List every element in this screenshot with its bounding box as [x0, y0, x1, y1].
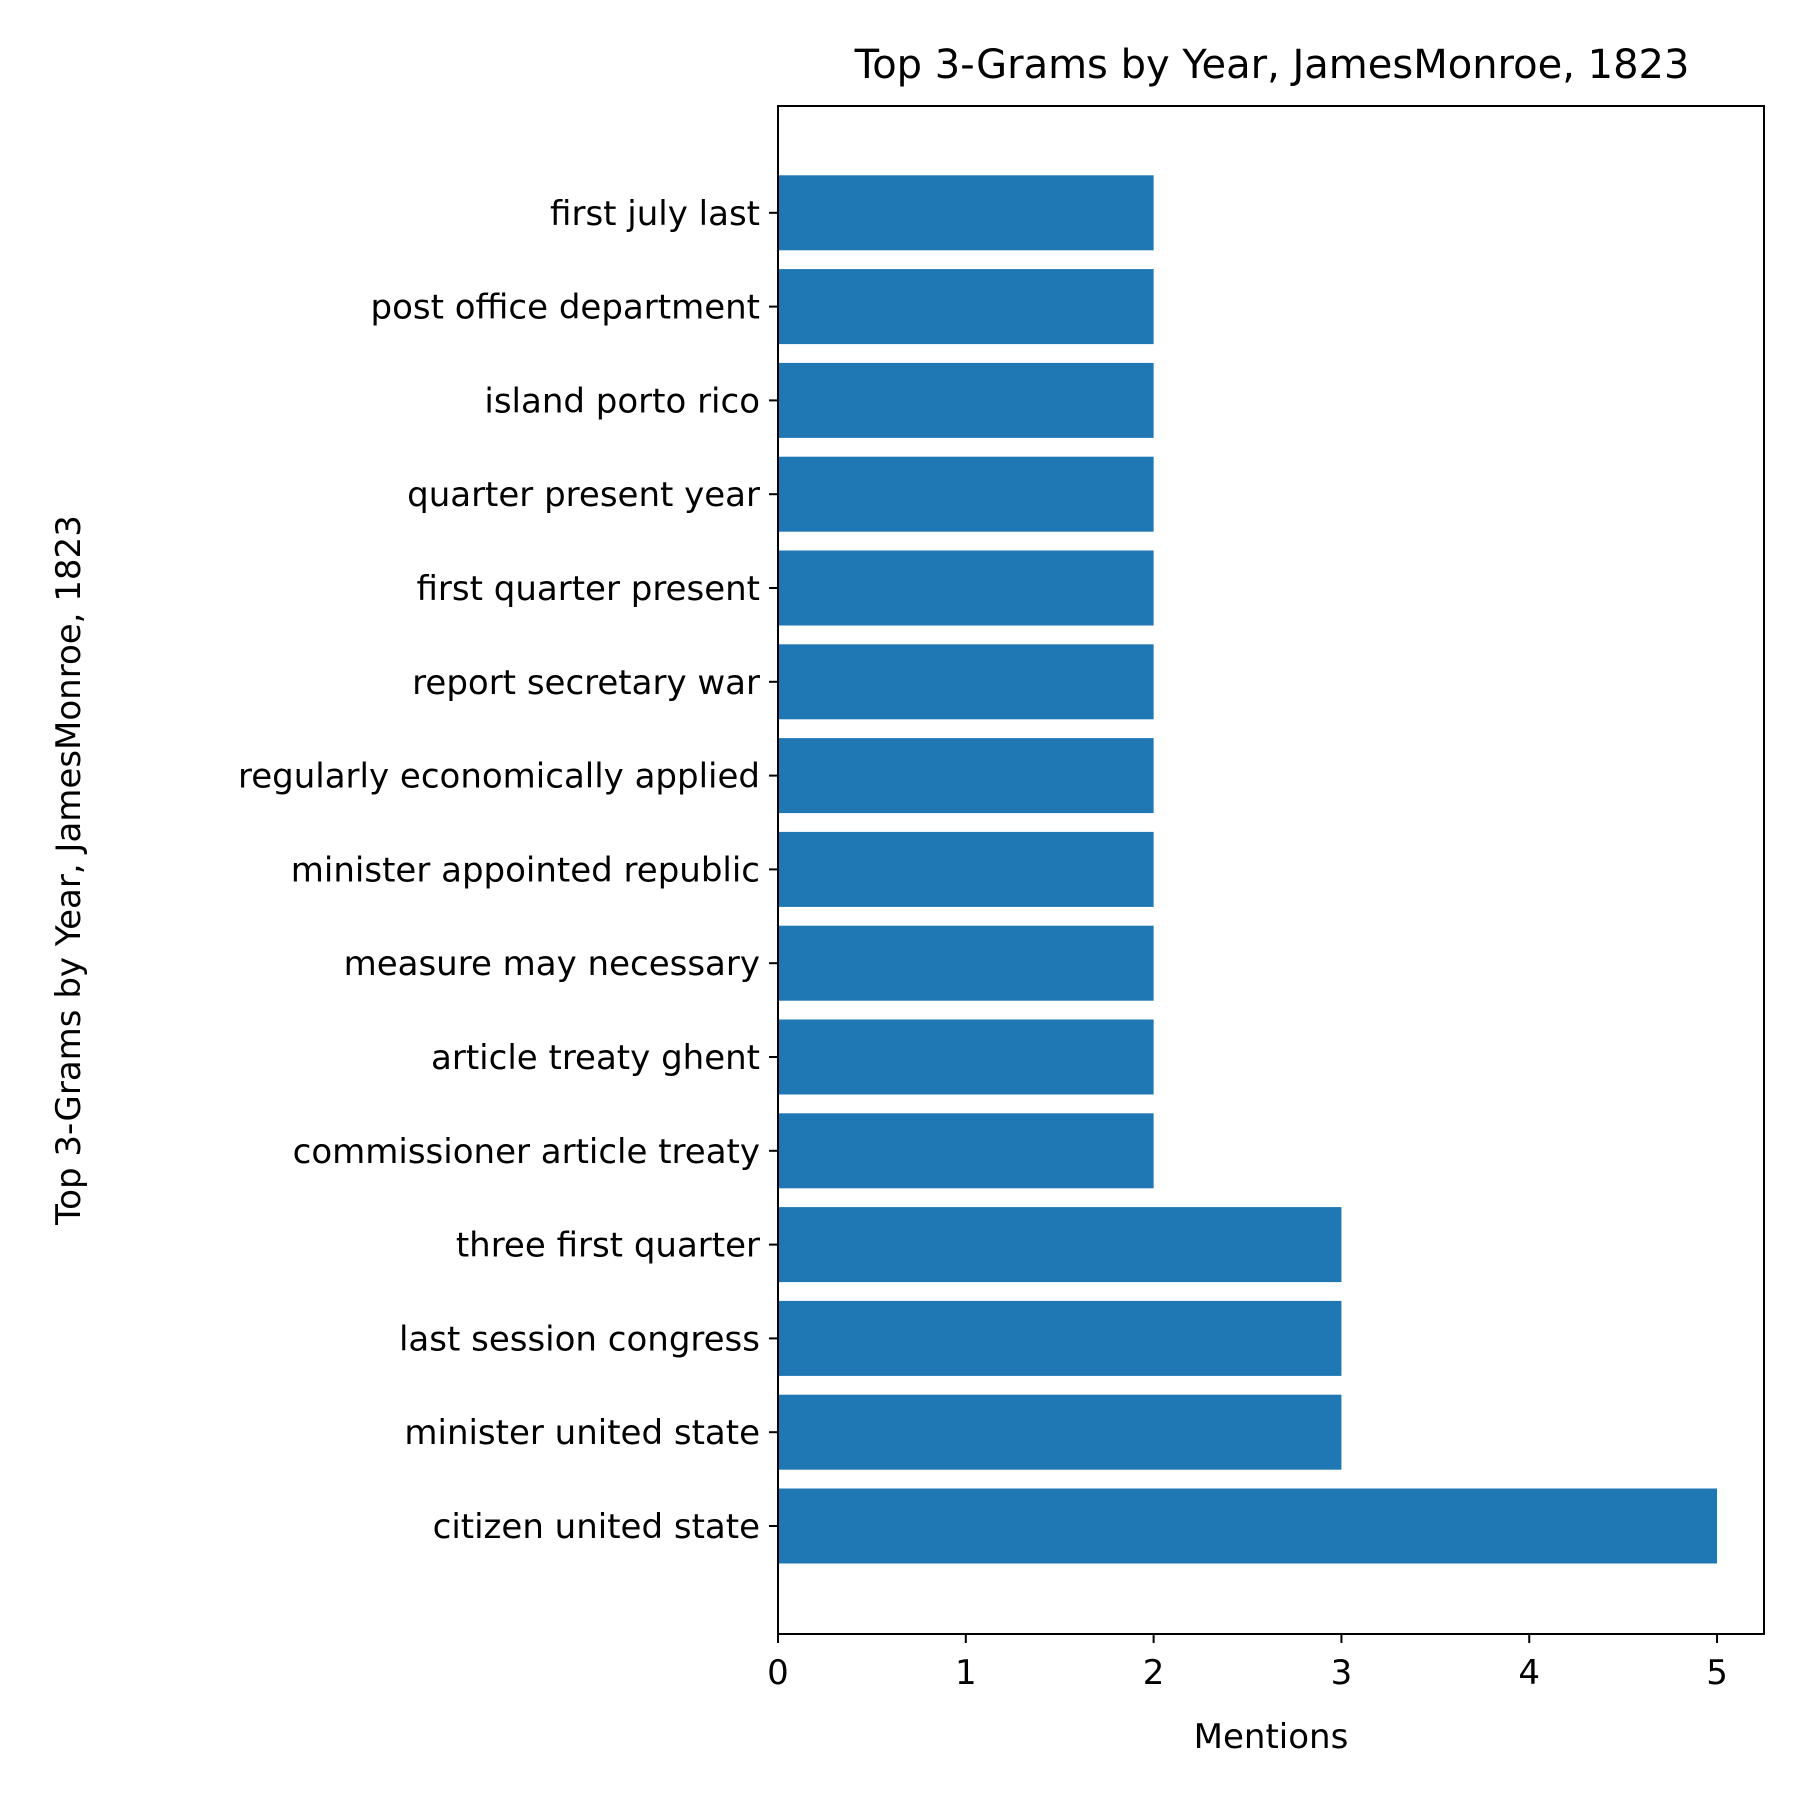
y-tick-label: regularly economically applied: [238, 757, 760, 797]
bar: [778, 925, 1154, 1001]
y-tick-label: report secretary war: [412, 663, 760, 703]
bar: [778, 362, 1154, 438]
y-tick-label: island porto rico: [484, 381, 760, 421]
y-tick-label: article treaty ghent: [431, 1038, 760, 1078]
x-tick-label: 2: [1143, 1653, 1165, 1693]
y-axis-label: Top 3-Grams by Year, JamesMonroe, 1823: [49, 515, 89, 1226]
bars-group: [778, 175, 1718, 1564]
y-tick-label: last session congress: [399, 1319, 760, 1359]
y-tick-label: post office department: [371, 288, 760, 328]
x-tick-label: 4: [1518, 1653, 1540, 1693]
y-tick-label: measure may necessary: [344, 944, 760, 984]
bar: [778, 1019, 1154, 1095]
bar: [778, 269, 1154, 345]
bar: [778, 738, 1154, 814]
bar: [778, 1113, 1154, 1189]
y-axis-ticks: citizen united state minister united stat…: [238, 194, 778, 1547]
bar: [778, 456, 1154, 532]
y-tick-label: quarter present year: [407, 475, 760, 515]
x-axis-label: Mentions: [1194, 1717, 1349, 1757]
y-tick-label: first quarter present: [417, 569, 760, 609]
bar: [778, 1207, 1342, 1283]
x-tick-label: 3: [1331, 1653, 1353, 1693]
x-tick-label: 0: [767, 1653, 789, 1693]
bar: [778, 831, 1154, 907]
bar: [778, 1394, 1342, 1470]
y-tick-label: commissioner article treaty: [293, 1132, 760, 1172]
y-tick-label: minister appointed republic: [291, 850, 760, 890]
y-tick-label: citizen united state: [433, 1507, 760, 1547]
y-tick-label: minister united state: [404, 1413, 760, 1453]
y-tick-label: three first quarter: [456, 1226, 760, 1266]
chart-title: Top 3-Grams by Year, JamesMonroe, 1823: [854, 42, 1690, 88]
y-tick-label: first july last: [550, 194, 760, 234]
bar: [778, 644, 1154, 720]
x-axis-ticks: 0 1 2 3 4 5: [767, 1634, 1728, 1693]
bar: [778, 175, 1154, 251]
x-tick-label: 1: [955, 1653, 977, 1693]
bar: [778, 1300, 1342, 1376]
bar: [778, 1488, 1718, 1564]
bar: [778, 550, 1154, 626]
x-tick-label: 5: [1706, 1653, 1728, 1693]
